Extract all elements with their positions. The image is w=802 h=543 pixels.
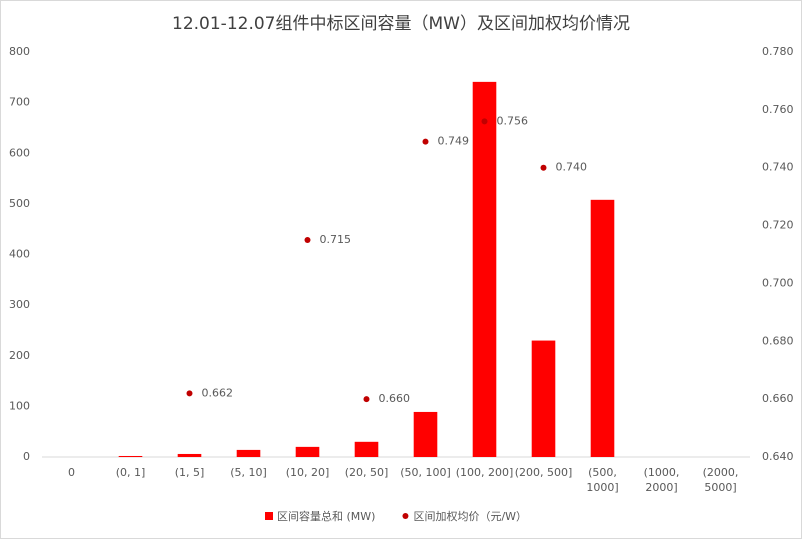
data-label: 0.756 xyxy=(497,114,529,127)
y2-tick-label: 0.760 xyxy=(762,103,794,116)
data-label: 0.662 xyxy=(202,386,234,399)
x-tick-label: 0 xyxy=(68,466,75,479)
x-tick-label: (1, 5] xyxy=(175,466,205,479)
x-tick-label: (200, 500] xyxy=(515,466,573,479)
y-tick-label: 300 xyxy=(9,298,30,311)
y2-tick-label: 0.680 xyxy=(762,334,794,347)
legend-label: 区间加权均价（元/W） xyxy=(413,510,527,523)
point xyxy=(363,396,370,403)
bar xyxy=(118,455,143,457)
x-tick-label: (100, 200] xyxy=(456,466,514,479)
bar xyxy=(590,199,615,457)
x-tick-label: (20, 50] xyxy=(345,466,389,479)
bar xyxy=(236,449,261,457)
y2-tick-label: 0.740 xyxy=(762,161,794,174)
bar xyxy=(472,81,497,458)
x-tick-label: (50, 100] xyxy=(400,466,451,479)
bar xyxy=(354,441,379,457)
legend-swatch xyxy=(402,513,409,519)
bar xyxy=(413,411,438,457)
legend-swatch xyxy=(265,512,273,520)
legend-label: 区间容量总和 (MW) xyxy=(277,509,375,523)
x-tick-label: (0, 1] xyxy=(116,466,146,479)
x-tick-label: (2000, 5000] xyxy=(703,466,739,494)
bar xyxy=(177,453,202,457)
y-tick-label: 700 xyxy=(9,96,30,109)
point xyxy=(540,164,547,171)
bar xyxy=(531,340,556,457)
y2-tick-label: 0.780 xyxy=(762,45,794,58)
y-tick-label: 800 xyxy=(9,45,30,58)
x-tick-label: (10, 20] xyxy=(286,466,330,479)
x-tick-label: (5, 10] xyxy=(230,466,267,479)
y2-tick-label: 0.700 xyxy=(762,276,794,289)
x-tick-label: (500, 1000] xyxy=(586,466,618,494)
y-tick-label: 200 xyxy=(9,349,30,362)
data-label: 0.749 xyxy=(438,135,470,148)
y-tick-label: 500 xyxy=(9,197,30,210)
chart-title: 12.01-12.07组件中标区间容量（MW）及区间加权均价情况 xyxy=(172,14,630,34)
y2-tick-label: 0.640 xyxy=(762,450,794,463)
y-tick-label: 400 xyxy=(9,248,30,261)
point xyxy=(186,390,193,397)
bar xyxy=(295,446,320,457)
data-label: 0.740 xyxy=(556,161,588,174)
y2-tick-label: 0.660 xyxy=(762,392,794,405)
y-tick-label: 100 xyxy=(9,399,30,412)
data-label: 0.660 xyxy=(379,392,411,405)
y-tick-label: 600 xyxy=(9,146,30,159)
y2-tick-label: 0.720 xyxy=(762,219,794,232)
data-label: 0.715 xyxy=(320,233,352,246)
point xyxy=(481,118,488,125)
y-tick-label: 0 xyxy=(23,450,30,463)
point xyxy=(304,237,311,244)
x-tick-label: (1000, 2000] xyxy=(644,466,680,494)
point xyxy=(422,138,429,145)
